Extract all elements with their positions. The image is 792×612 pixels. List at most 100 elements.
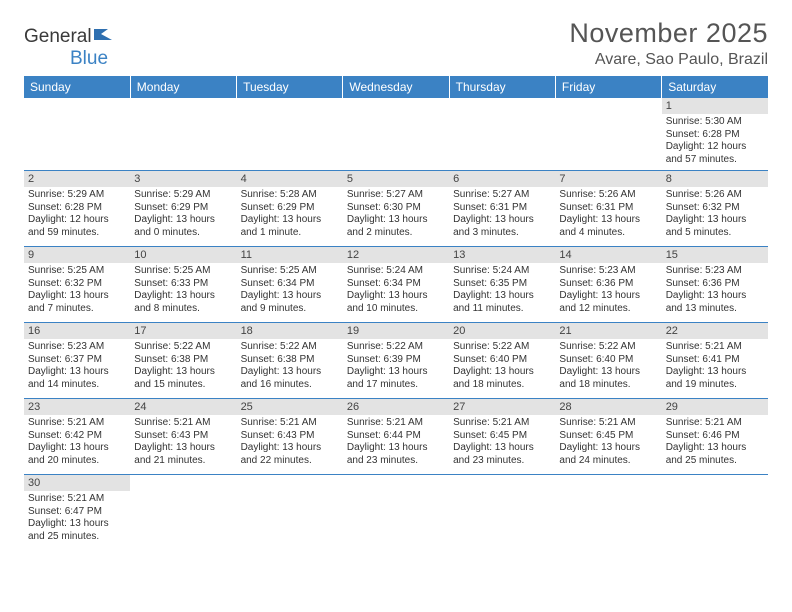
sunrise-line: Sunrise: 5:28 AM [241,189,340,202]
sunrise-line: Sunrise: 5:21 AM [28,493,127,506]
daylight-line: Daylight: 13 hours and 12 minutes. [559,290,658,315]
day-number: 28 [555,399,661,415]
sunrise-line: Sunrise: 5:30 AM [666,116,765,129]
calendar-day-cell [130,98,236,171]
calendar-day-cell [449,98,555,171]
logo-text-blue: Blue [70,48,108,69]
day-body: Sunrise: 5:26 AMSunset: 6:32 PMDaylight:… [662,187,768,243]
day-number: 25 [237,399,343,415]
day-number: 7 [555,171,661,187]
day-number: 4 [237,171,343,187]
day-body: Sunrise: 5:21 AMSunset: 6:44 PMDaylight:… [343,415,449,471]
calendar-day-cell: 22Sunrise: 5:21 AMSunset: 6:41 PMDayligh… [662,323,768,399]
day-number: 22 [662,323,768,339]
calendar-week-row: 30Sunrise: 5:21 AMSunset: 6:47 PMDayligh… [24,475,768,551]
day-body: Sunrise: 5:26 AMSunset: 6:31 PMDaylight:… [555,187,661,243]
weekday-header: Wednesday [343,76,449,98]
day-body: Sunrise: 5:21 AMSunset: 6:46 PMDaylight:… [662,415,768,471]
daylight-line: Daylight: 12 hours and 57 minutes. [666,141,765,166]
calendar-day-cell: 12Sunrise: 5:24 AMSunset: 6:34 PMDayligh… [343,247,449,323]
sunrise-line: Sunrise: 5:21 AM [347,417,446,430]
calendar-day-cell [449,475,555,551]
day-body: Sunrise: 5:23 AMSunset: 6:36 PMDaylight:… [555,263,661,319]
sunset-line: Sunset: 6:38 PM [134,354,233,367]
sunrise-line: Sunrise: 5:24 AM [453,265,552,278]
day-body: Sunrise: 5:21 AMSunset: 6:41 PMDaylight:… [662,339,768,395]
daylight-line: Daylight: 13 hours and 4 minutes. [559,214,658,239]
sunset-line: Sunset: 6:32 PM [666,202,765,215]
daylight-line: Daylight: 13 hours and 14 minutes. [28,366,127,391]
calendar-day-cell: 27Sunrise: 5:21 AMSunset: 6:45 PMDayligh… [449,399,555,475]
calendar-day-cell [130,475,236,551]
weekday-header: Tuesday [237,76,343,98]
sunrise-line: Sunrise: 5:21 AM [28,417,127,430]
day-number: 3 [130,171,236,187]
header: General Blue November 2025 Avare, Sao Pa… [24,18,768,70]
calendar-day-cell: 16Sunrise: 5:23 AMSunset: 6:37 PMDayligh… [24,323,130,399]
sunrise-line: Sunrise: 5:26 AM [559,189,658,202]
sunrise-line: Sunrise: 5:22 AM [241,341,340,354]
day-number: 16 [24,323,130,339]
day-number: 14 [555,247,661,263]
calendar-day-cell: 21Sunrise: 5:22 AMSunset: 6:40 PMDayligh… [555,323,661,399]
day-number: 8 [662,171,768,187]
day-number: 5 [343,171,449,187]
day-body: Sunrise: 5:24 AMSunset: 6:35 PMDaylight:… [449,263,555,319]
sunrise-line: Sunrise: 5:25 AM [28,265,127,278]
sunset-line: Sunset: 6:44 PM [347,430,446,443]
day-number: 20 [449,323,555,339]
sunrise-line: Sunrise: 5:23 AM [559,265,658,278]
day-number: 27 [449,399,555,415]
day-number: 23 [24,399,130,415]
day-number: 2 [24,171,130,187]
calendar-day-cell [237,475,343,551]
sunrise-line: Sunrise: 5:25 AM [134,265,233,278]
day-body: Sunrise: 5:21 AMSunset: 6:45 PMDaylight:… [449,415,555,471]
sunset-line: Sunset: 6:46 PM [666,430,765,443]
day-number: 24 [130,399,236,415]
sunset-line: Sunset: 6:37 PM [28,354,127,367]
day-number: 29 [662,399,768,415]
flag-icon [94,28,114,42]
daylight-line: Daylight: 13 hours and 23 minutes. [347,442,446,467]
calendar-day-cell: 11Sunrise: 5:25 AMSunset: 6:34 PMDayligh… [237,247,343,323]
sunset-line: Sunset: 6:43 PM [134,430,233,443]
day-body: Sunrise: 5:29 AMSunset: 6:28 PMDaylight:… [24,187,130,243]
sunrise-line: Sunrise: 5:23 AM [28,341,127,354]
sunrise-line: Sunrise: 5:23 AM [666,265,765,278]
daylight-line: Daylight: 13 hours and 19 minutes. [666,366,765,391]
calendar-week-row: 1Sunrise: 5:30 AMSunset: 6:28 PMDaylight… [24,98,768,171]
daylight-line: Daylight: 12 hours and 59 minutes. [28,214,127,239]
sunset-line: Sunset: 6:45 PM [559,430,658,443]
daylight-line: Daylight: 13 hours and 21 minutes. [134,442,233,467]
day-body: Sunrise: 5:23 AMSunset: 6:37 PMDaylight:… [24,339,130,395]
day-body: Sunrise: 5:22 AMSunset: 6:38 PMDaylight:… [237,339,343,395]
daylight-line: Daylight: 13 hours and 17 minutes. [347,366,446,391]
calendar-week-row: 9Sunrise: 5:25 AMSunset: 6:32 PMDaylight… [24,247,768,323]
calendar-day-cell: 18Sunrise: 5:22 AMSunset: 6:38 PMDayligh… [237,323,343,399]
logo: General Blue [24,26,115,70]
daylight-line: Daylight: 13 hours and 8 minutes. [134,290,233,315]
calendar-day-cell: 1Sunrise: 5:30 AMSunset: 6:28 PMDaylight… [662,98,768,171]
day-body: Sunrise: 5:21 AMSunset: 6:47 PMDaylight:… [24,491,130,547]
sunset-line: Sunset: 6:34 PM [347,278,446,291]
calendar-day-cell: 6Sunrise: 5:27 AMSunset: 6:31 PMDaylight… [449,171,555,247]
weekday-header: Saturday [662,76,768,98]
day-number: 26 [343,399,449,415]
sunset-line: Sunset: 6:43 PM [241,430,340,443]
sunset-line: Sunset: 6:38 PM [241,354,340,367]
calendar-day-cell: 19Sunrise: 5:22 AMSunset: 6:39 PMDayligh… [343,323,449,399]
daylight-line: Daylight: 13 hours and 11 minutes. [453,290,552,315]
calendar-day-cell: 25Sunrise: 5:21 AMSunset: 6:43 PMDayligh… [237,399,343,475]
day-number: 6 [449,171,555,187]
day-body: Sunrise: 5:22 AMSunset: 6:39 PMDaylight:… [343,339,449,395]
day-number: 10 [130,247,236,263]
sunrise-line: Sunrise: 5:26 AM [666,189,765,202]
sunrise-line: Sunrise: 5:21 AM [666,417,765,430]
calendar-day-cell: 26Sunrise: 5:21 AMSunset: 6:44 PMDayligh… [343,399,449,475]
sunrise-line: Sunrise: 5:21 AM [666,341,765,354]
sunset-line: Sunset: 6:36 PM [559,278,658,291]
logo-text: General Blue [24,26,115,70]
day-body: Sunrise: 5:25 AMSunset: 6:33 PMDaylight:… [130,263,236,319]
sunrise-line: Sunrise: 5:25 AM [241,265,340,278]
